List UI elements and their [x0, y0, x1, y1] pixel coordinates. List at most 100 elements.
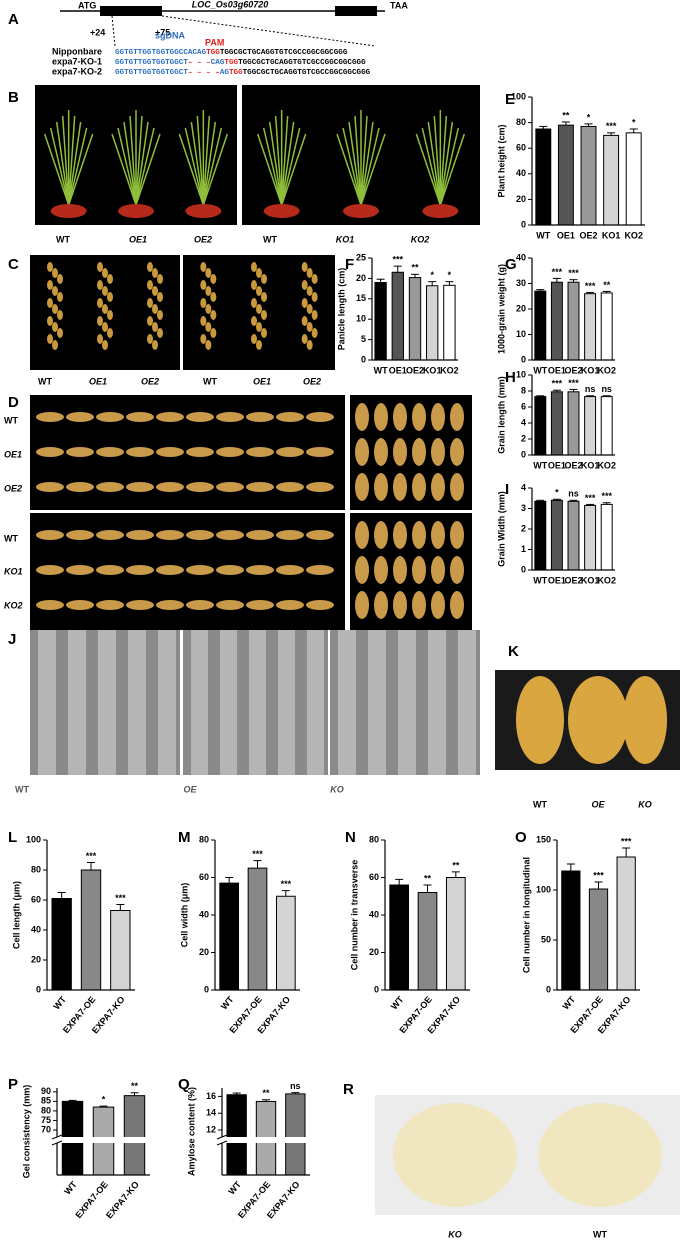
- x-tick-label: OE2: [579, 230, 597, 240]
- grain: [205, 286, 212, 296]
- grain: [186, 447, 214, 457]
- plant: [67, 127, 88, 206]
- sequence-part: TGG: [224, 59, 238, 67]
- y-axis-label: Cell number in transverse: [349, 860, 359, 971]
- grain: [47, 280, 53, 290]
- grain: [412, 556, 426, 584]
- bar: [580, 125, 597, 226]
- grain: [102, 340, 108, 350]
- significance: ns: [585, 384, 596, 394]
- y-tick-label: 40: [369, 909, 379, 919]
- grain: [450, 473, 464, 501]
- grain: [66, 447, 94, 457]
- grain: [216, 447, 244, 457]
- photo-label: OE1: [4, 449, 22, 459]
- significance: ***: [606, 121, 617, 131]
- plant: [43, 133, 70, 206]
- sequence-part: – – – –: [188, 69, 220, 77]
- grain: [200, 262, 207, 272]
- panel-letter: F: [345, 256, 354, 273]
- grain: [276, 482, 304, 492]
- grain: [306, 482, 334, 492]
- photo-label: WT: [263, 234, 277, 244]
- grain: [412, 473, 426, 501]
- grain: [216, 565, 244, 575]
- grain: [276, 530, 304, 540]
- bar: [550, 281, 563, 361]
- significance: ***: [552, 267, 563, 277]
- grain: [306, 286, 313, 296]
- sequence-name: expa7-KO-1: [52, 56, 102, 66]
- plant: [360, 115, 368, 206]
- y-tick-label: 0: [521, 564, 526, 574]
- significance: *: [632, 117, 636, 127]
- y-tick-label: 100: [536, 884, 551, 894]
- significance: *: [430, 270, 434, 280]
- x-tick-label: KO1: [423, 365, 442, 375]
- plant: [280, 121, 295, 206]
- bar: [534, 500, 547, 571]
- plant: [202, 121, 217, 206]
- grain: [450, 438, 464, 466]
- y-tick-label: 10: [516, 329, 526, 339]
- grain: [301, 262, 308, 272]
- bar: [584, 504, 597, 571]
- panel-letter: I: [505, 481, 509, 498]
- plant: [433, 115, 442, 206]
- x-tick-label: OE1: [557, 230, 575, 240]
- bar: [389, 884, 410, 991]
- bar: [550, 499, 563, 571]
- x-tick-label: KO1: [581, 575, 600, 585]
- y-tick-label: 80: [41, 1105, 51, 1115]
- cell-column: [307, 630, 324, 775]
- grain: [355, 556, 369, 584]
- grain: [36, 482, 64, 492]
- cell-column: [191, 630, 208, 775]
- grain: [431, 473, 445, 501]
- grain: [431, 556, 445, 584]
- grain: [126, 600, 154, 610]
- significance: ***: [252, 849, 263, 859]
- grain: [311, 328, 318, 338]
- grain: [431, 591, 445, 619]
- grain: [107, 310, 113, 320]
- grain: [156, 530, 184, 540]
- y-tick-label: 4: [521, 417, 526, 427]
- plant: [439, 133, 466, 206]
- grain: [102, 268, 108, 278]
- y-tick-label: 6: [521, 401, 526, 411]
- y-tick-label: 40: [199, 909, 209, 919]
- gene-name: LOC_Os03g60720: [192, 0, 269, 9]
- grain: [246, 530, 274, 540]
- panel-letter: L: [8, 829, 17, 846]
- y-tick-label: 2: [521, 433, 526, 443]
- bar: [226, 1094, 247, 1176]
- grain: [205, 268, 212, 278]
- plant: [49, 127, 70, 206]
- significance: ***: [86, 851, 97, 861]
- significance: ***: [621, 836, 632, 846]
- significance: ns: [290, 1081, 301, 1091]
- grain: [216, 530, 244, 540]
- bar: [588, 888, 609, 991]
- grain: [97, 334, 103, 344]
- grain: [152, 268, 158, 278]
- significance: **: [603, 280, 611, 290]
- y-tick-label: 20: [516, 303, 526, 313]
- zoom-line: [111, 15, 116, 47]
- x-tick-label: OE2: [564, 575, 582, 585]
- grain: [97, 262, 103, 272]
- grain: [355, 403, 369, 431]
- y-tick-label: 60: [31, 894, 41, 904]
- grain: [393, 473, 407, 501]
- grain: [306, 412, 334, 422]
- grain: [246, 482, 274, 492]
- pot: [263, 204, 300, 218]
- y-axis-label: Amylose content (%): [186, 1087, 196, 1176]
- bar: [600, 396, 613, 456]
- bar: [600, 292, 613, 361]
- x-tick-label: OE1: [548, 460, 566, 470]
- grain: [156, 482, 184, 492]
- grain: [306, 565, 334, 575]
- bar: [80, 869, 102, 991]
